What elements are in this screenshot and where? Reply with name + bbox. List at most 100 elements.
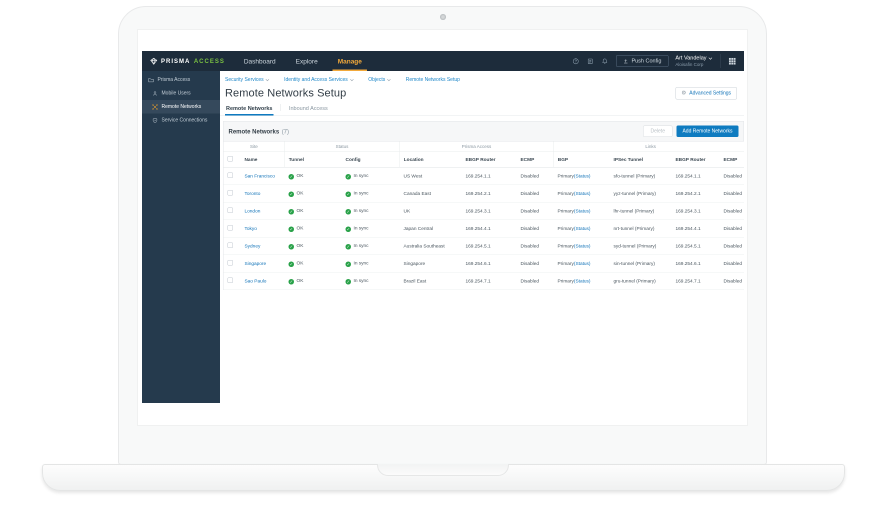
site-name-link[interactable]: Tokyo xyxy=(244,225,257,232)
column-header-ebgp-router-8: EBGP Router xyxy=(671,151,720,168)
select-all-cell xyxy=(223,151,241,168)
sidebar-item-service-connections[interactable]: Service Connections xyxy=(142,114,220,128)
table-row: Sydney ✓ OK ✓ In sync Australia Southeast 169.… xyxy=(223,237,744,255)
folder-icon xyxy=(148,77,154,83)
remote-networks-icon xyxy=(152,103,158,110)
site-name-link[interactable]: London xyxy=(244,208,261,214)
location-cell: Canada East xyxy=(399,184,462,203)
ebgp-router-cell: 169.254.2.1 xyxy=(461,184,517,203)
site-name-link[interactable]: Singapore xyxy=(244,260,267,267)
service-connections-icon xyxy=(152,117,158,123)
bgp-cell: Primary(Status) xyxy=(553,184,610,203)
user-name: Art Vandelay xyxy=(675,55,707,61)
breadcrumb-item-objects[interactable]: Objects xyxy=(368,77,391,83)
sidebar-item-remote-networks[interactable]: Remote Networks xyxy=(142,100,220,114)
bell-icon[interactable] xyxy=(601,58,608,65)
bgp-text: Primary xyxy=(557,278,574,284)
config-status-text: In sync xyxy=(353,172,369,179)
breadcrumb-label: Remote Networks Setup xyxy=(405,77,460,83)
remote-networks-table-card: Remote Networks (7) Delete Add Remote Ne… xyxy=(223,121,744,290)
tunnel-status-cell: ✓ OK xyxy=(284,184,342,203)
bgp-text: Primary xyxy=(557,260,574,267)
tunnel-status-text: OK xyxy=(296,190,304,196)
ebgp-router-cell: 169.254.5.1 xyxy=(461,237,517,255)
brand-logo[interactable]: PRISMA ACCESS xyxy=(142,51,234,71)
bgp-text: Primary xyxy=(557,225,574,232)
breadcrumb-item-remote-networks-setup[interactable]: Remote Networks Setup xyxy=(406,77,460,83)
column-header-location-3: Location xyxy=(399,151,462,168)
nav-item-dashboard[interactable]: Dashboard xyxy=(243,57,276,65)
ecmp-cell: Disabled xyxy=(516,167,554,185)
advanced-settings-button[interactable]: ⚙ Advanced Settings xyxy=(675,86,737,100)
nav-item-explore[interactable]: Explore xyxy=(295,57,318,65)
row-checkbox[interactable] xyxy=(227,225,233,231)
bgp-text: Primary xyxy=(557,190,574,197)
ipsec-tunnel-cell: sin-tunnel (Primary) xyxy=(609,254,672,273)
bgp-status-link[interactable]: (Status) xyxy=(573,225,591,232)
bgp-status-link[interactable]: (Status) xyxy=(573,173,591,179)
ecmp-cell: Disabled xyxy=(516,237,554,255)
tab-remote-networks[interactable]: Remote Networks xyxy=(225,103,274,116)
chevron-down-icon xyxy=(708,55,713,60)
nav-item-manage[interactable]: Manage xyxy=(328,51,372,71)
table-count: (7) xyxy=(281,127,290,135)
site-name-link[interactable]: San Francisco xyxy=(244,173,275,179)
row-checkbox[interactable] xyxy=(227,242,233,248)
bgp-status-link[interactable]: (Status) xyxy=(573,260,591,267)
add-remote-networks-button[interactable]: Add Remote Networks xyxy=(676,125,739,137)
tasks-icon[interactable] xyxy=(587,58,594,65)
page-title: Remote Networks Setup xyxy=(225,86,347,100)
breadcrumb-label: Security Services xyxy=(225,77,264,83)
links-ecmp-cell: Disabled xyxy=(719,219,744,238)
ecmp-cell: Disabled xyxy=(516,184,554,203)
delete-button[interactable]: Delete xyxy=(643,125,673,137)
prisma-access-app: PRISMA ACCESS Dashboard Explore Manage xyxy=(142,51,744,403)
site-name-link[interactable]: Sao Paulo xyxy=(244,278,267,284)
table-row: San Francisco ✓ OK ✓ In sync US West 169.254.1… xyxy=(223,167,744,185)
user-menu[interactable]: Art Vandelay Aloisafin Corp xyxy=(675,55,713,67)
sidebar-item-mobile-users[interactable]: Mobile Users xyxy=(142,87,220,101)
table-row: Toronto ✓ OK ✓ In sync Canada East 169.254.2.1… xyxy=(223,184,744,203)
status-ok-icon: ✓ xyxy=(345,173,352,180)
tunnel-status-text: OK xyxy=(296,242,304,249)
chevron-down-icon xyxy=(349,77,354,82)
help-icon[interactable] xyxy=(572,58,579,65)
status-ok-icon: ✓ xyxy=(288,278,295,285)
row-select-cell xyxy=(223,167,241,185)
bgp-status-link[interactable]: (Status) xyxy=(573,278,591,284)
group-header-site: Site xyxy=(223,141,285,152)
breadcrumb: Security Services Identity and Access Ser… xyxy=(220,71,744,86)
status-ok-icon: ✓ xyxy=(345,226,352,232)
status-ok-icon: ✓ xyxy=(345,278,352,285)
table-row: Tokyo ✓ OK ✓ In sync Japan Central 169.254.4.1… xyxy=(223,219,744,238)
column-header-ebgp-router-4: EBGP Router xyxy=(461,151,517,168)
sidebar-item-prisma-access[interactable]: Prisma Access xyxy=(142,73,220,87)
column-header-ecmp-9: ECMP xyxy=(719,151,744,168)
breadcrumb-item-security-services[interactable]: Security Services xyxy=(225,77,270,83)
row-select-cell xyxy=(223,254,241,273)
row-checkbox[interactable] xyxy=(227,172,233,178)
breadcrumb-item-identity-and-access-services[interactable]: Identity and Access Services xyxy=(284,77,354,83)
select-all-checkbox[interactable] xyxy=(227,156,233,162)
site-name-cell: London xyxy=(240,202,285,220)
brand-word-prisma: PRISMA xyxy=(161,57,191,65)
ipsec-tunnel-cell: nrt-tunnel (Primary) xyxy=(609,219,672,238)
bgp-status-link[interactable]: (Status) xyxy=(573,190,591,197)
bgp-status-link[interactable]: (Status) xyxy=(573,243,591,249)
app-switcher-button[interactable] xyxy=(721,57,745,65)
push-config-button[interactable]: Push Config xyxy=(615,55,669,67)
tunnel-status-cell: ✓ OK xyxy=(284,237,342,255)
bgp-status-link[interactable]: (Status) xyxy=(573,208,591,214)
row-checkbox[interactable] xyxy=(227,207,233,213)
row-checkbox[interactable] xyxy=(227,277,233,283)
site-name-cell: Singapore xyxy=(240,254,285,273)
site-name-link[interactable]: Toronto xyxy=(244,190,261,197)
site-name-link[interactable]: Sydney xyxy=(244,243,261,249)
nav-divider xyxy=(720,54,721,68)
config-status-text: In sync xyxy=(353,225,369,231)
tab-inbound-access[interactable]: Inbound Access xyxy=(288,105,328,112)
status-ok-icon: ✓ xyxy=(345,208,352,215)
row-checkbox[interactable] xyxy=(227,190,233,196)
prisma-diamond-icon xyxy=(150,57,158,65)
row-checkbox[interactable] xyxy=(227,260,233,266)
